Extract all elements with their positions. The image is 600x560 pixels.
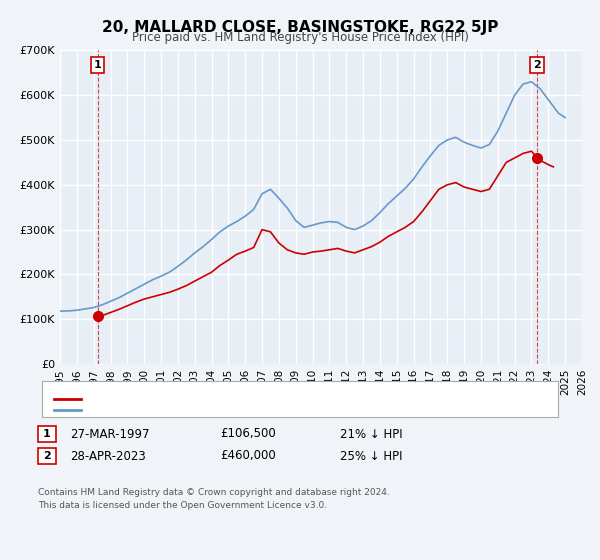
- FancyBboxPatch shape: [38, 448, 56, 464]
- Text: Contains HM Land Registry data © Crown copyright and database right 2024.
This d: Contains HM Land Registry data © Crown c…: [38, 488, 390, 510]
- Text: Price paid vs. HM Land Registry's House Price Index (HPI): Price paid vs. HM Land Registry's House …: [131, 31, 469, 44]
- Text: 2: 2: [43, 451, 51, 461]
- Text: 28-APR-2023: 28-APR-2023: [70, 450, 146, 463]
- Text: 1: 1: [94, 60, 101, 70]
- Text: 1: 1: [43, 429, 51, 439]
- Text: 20, MALLARD CLOSE, BASINGSTOKE, RG22 5JP (detached house): 20, MALLARD CLOSE, BASINGSTOKE, RG22 5JP…: [84, 394, 421, 404]
- Text: 25% ↓ HPI: 25% ↓ HPI: [340, 450, 403, 463]
- FancyBboxPatch shape: [38, 426, 56, 442]
- Text: 2: 2: [533, 60, 541, 70]
- Text: 27-MAR-1997: 27-MAR-1997: [70, 427, 149, 441]
- Text: 20, MALLARD CLOSE, BASINGSTOKE, RG22 5JP: 20, MALLARD CLOSE, BASINGSTOKE, RG22 5JP: [102, 20, 498, 35]
- Text: £460,000: £460,000: [220, 450, 276, 463]
- Text: £106,500: £106,500: [220, 427, 276, 441]
- Text: HPI: Average price, detached house, Basingstoke and Deane: HPI: Average price, detached house, Basi…: [84, 405, 400, 415]
- Text: 21% ↓ HPI: 21% ↓ HPI: [340, 427, 403, 441]
